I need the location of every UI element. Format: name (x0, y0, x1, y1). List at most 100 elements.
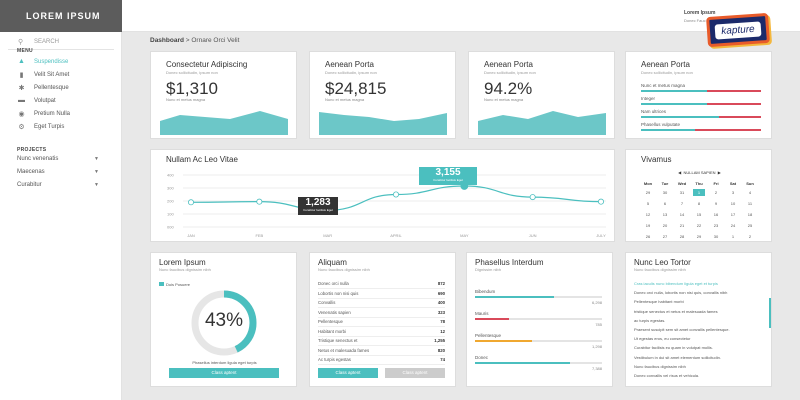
calendar-day[interactable]: 14 (679, 212, 685, 217)
table-row-divider (318, 345, 445, 346)
calendar-day[interactable]: 28 (679, 234, 685, 239)
table-cell-label: Lobortis non nisi quis (318, 290, 359, 296)
table-row-divider (318, 307, 445, 308)
calendar-day[interactable]: 7 (680, 201, 684, 206)
data-point[interactable] (188, 199, 195, 206)
data-point[interactable] (597, 198, 604, 205)
tooltip: 1,283 Curabitur facilisis Eget (298, 197, 338, 215)
table-button-secondary[interactable]: Class aptent (385, 368, 445, 378)
card-title: Aenean Porta (484, 60, 533, 69)
feed-item[interactable]: Donec convallis vel risus et vehicula. (634, 373, 700, 378)
card-subtitle: Donec sollicitudin, ipsum non (641, 70, 693, 75)
table-button-primary[interactable]: Class aptent (318, 368, 378, 378)
stat-label: Nunc et metus magna (166, 97, 206, 102)
calendar-day[interactable]: 24 (730, 223, 736, 228)
calendar-day[interactable]: 22 (696, 223, 702, 228)
calendar-day[interactable]: 10 (730, 201, 736, 206)
calendar-day[interactable]: 26 (645, 234, 651, 239)
x-tick-label: JUN (529, 233, 537, 238)
project-curabitur[interactable]: Curabitur ▼ (17, 182, 99, 188)
feed-item[interactable]: Curabitur facilisis eu quam in volutpat … (634, 345, 713, 351)
feed-item[interactable]: Vestibulum in dui sit amet elementum sol… (634, 354, 721, 360)
feed-item[interactable]: Praesent suscipit sem sit amet convallis… (634, 327, 730, 332)
user-name[interactable]: Lorem Ipsum (684, 10, 716, 16)
calendar-day[interactable]: 12 (645, 212, 651, 217)
eye-icon: ◉ (18, 111, 25, 118)
calendar-day[interactable]: 27 (662, 234, 668, 239)
calendar-day[interactable]: 17 (730, 212, 736, 217)
calendar-day[interactable]: 15 (696, 212, 702, 217)
menu-item-suspendisse[interactable]: ▲ Suspendisse (18, 58, 69, 65)
calendar-day[interactable]: 1 (731, 234, 735, 239)
calendar-day[interactable]: 16 (713, 212, 719, 217)
table-cell-label: Netus et malesuada fames (318, 347, 370, 353)
project-nunc[interactable]: Nunc venenatis ▼ (17, 156, 99, 162)
user-subtitle: Donec Fauc (684, 18, 706, 23)
calendar-day[interactable]: 5 (646, 201, 650, 206)
menu-item-volutpat[interactable]: ▬ Volutpat (18, 97, 56, 104)
x-tick-label: JAN (187, 233, 195, 238)
data-point[interactable] (256, 198, 263, 205)
calendar-day[interactable]: 11 (747, 201, 753, 206)
calendar-day[interactable]: 13 (662, 212, 668, 217)
progress-fill (475, 340, 533, 342)
table-cell-value: 820 (437, 347, 445, 353)
tooltip: 3,155 Curabitur facilisis Eget (419, 167, 477, 185)
table-cell-label: Ac turpis egestas (318, 357, 351, 362)
calendar-day[interactable]: 6 (663, 201, 667, 206)
feed-item[interactable]: ac turpis egestas. (634, 317, 666, 323)
feed-item[interactable]: tristique senectus et netus et malesuada… (634, 308, 718, 314)
chevron-right-icon[interactable]: ▶ (717, 170, 721, 175)
project-maecenas[interactable]: Maecenas ▼ (17, 169, 99, 175)
top-bar (122, 0, 800, 32)
calendar-day[interactable]: 8 (697, 201, 701, 206)
x-tick-label: JULY (596, 233, 606, 238)
calendar-day[interactable]: 23 (713, 223, 719, 228)
menu-item-pellentesque[interactable]: ✱ Pellentesque (18, 85, 69, 92)
feed-item[interactable]: Pellentesque habitant morbi (634, 299, 684, 305)
calendar-day[interactable]: 3 (731, 190, 735, 195)
chevron-left-icon[interactable]: ◀ (678, 170, 682, 175)
calendar-day[interactable]: 25 (747, 223, 753, 228)
feed-item[interactable]: Ut egestas eros, eu consectetur (634, 336, 691, 342)
data-point[interactable] (392, 191, 399, 198)
card-subtitle: Nunc faucibus dignissim nibh (634, 267, 686, 272)
data-point[interactable] (529, 194, 536, 201)
feed-item[interactable]: Cras iaculis nunc bibendum ligula eget e… (634, 281, 718, 286)
legend-label: Duis Posuere (166, 282, 191, 287)
feed-item[interactable]: Nunc faucibus dignissim nibh (634, 363, 686, 369)
calendar-day[interactable]: 4 (748, 190, 752, 195)
calendar-day[interactable]: 21 (679, 223, 685, 228)
calendar-day[interactable]: 30 (662, 190, 668, 195)
table-cell-value: 323 (437, 309, 445, 315)
stat-card: Consectetur Adipiscing Donec sollicitudi… (150, 51, 297, 139)
calendar-day-header: Sun (746, 181, 754, 186)
progress-fill (475, 318, 510, 320)
breadcrumb-root[interactable]: Dashboard (150, 37, 184, 44)
search-input[interactable]: ⚲ SEARCH (8, 36, 114, 50)
calendar-day[interactable]: 29 (645, 190, 651, 195)
calendar-day[interactable]: 1 (693, 189, 705, 196)
menu-item-velit[interactable]: ▮ Velit Sit Amet (17, 71, 117, 81)
calendar-day[interactable]: 30 (713, 234, 719, 239)
feed-item[interactable]: Donec orci nulla, lobortis non nisi quis… (634, 290, 728, 296)
calendar-day[interactable]: 2 (714, 190, 718, 195)
calendar-day[interactable]: 2 (748, 234, 752, 239)
calendar-day-header: Fri (713, 181, 719, 186)
menu-item-eget[interactable]: ⚙ Eget Turpis (18, 124, 65, 131)
table-row-divider (318, 335, 445, 337)
calendar-day[interactable]: 29 (696, 234, 702, 239)
calendar-day[interactable]: 9 (714, 201, 718, 206)
scrollbar[interactable] (769, 298, 771, 328)
calendar-day[interactable]: 18 (747, 212, 753, 217)
calendar-day[interactable]: 20 (662, 223, 668, 228)
stat-value: $24,815 (325, 79, 387, 98)
calendar-day[interactable]: 19 (645, 223, 651, 228)
donut-value: 43% (204, 310, 244, 331)
calendar-day[interactable]: 31 (679, 190, 685, 195)
table-cell-value: 12 (440, 328, 445, 334)
menu-item-pretium[interactable]: ◉ Pretium Nulla (18, 111, 71, 118)
donut-button[interactable]: Class aptent (169, 368, 279, 378)
progress-label: Pellentesque (475, 333, 502, 338)
x-tick-label: APRIL (390, 233, 402, 238)
